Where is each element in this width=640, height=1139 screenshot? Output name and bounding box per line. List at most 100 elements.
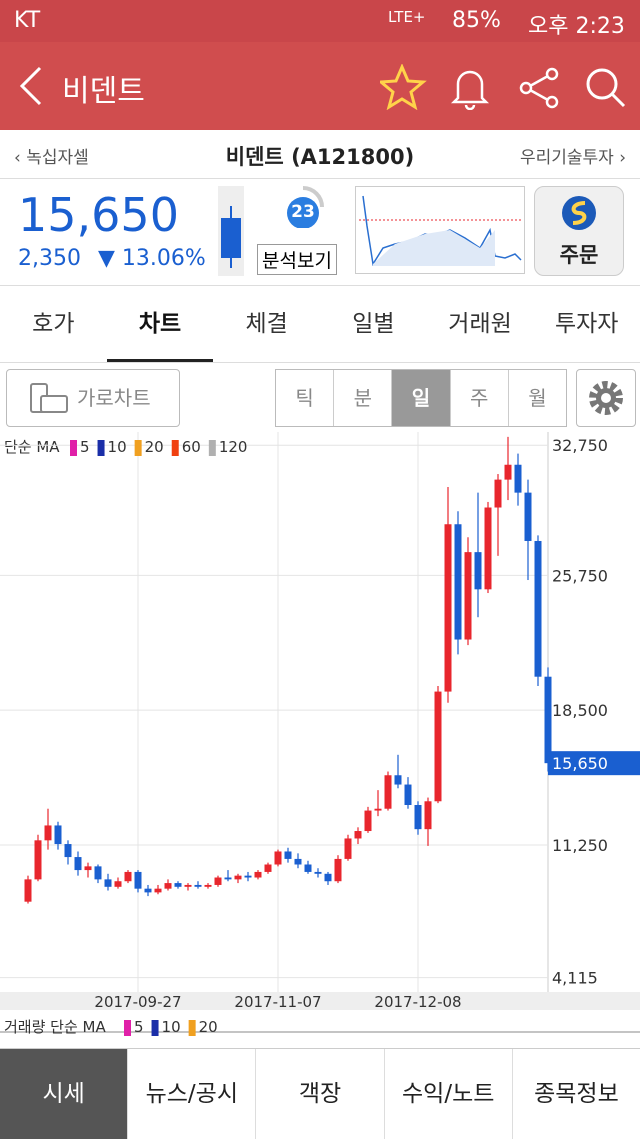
candle-body bbox=[104, 879, 112, 887]
x-tick-label: 2017-09-27 bbox=[94, 993, 181, 1011]
landscape-label: 가로차트 bbox=[77, 386, 151, 410]
bottom-tab[interactable]: 수익/노트 bbox=[383, 1049, 512, 1139]
period-button[interactable]: 분 bbox=[333, 370, 391, 426]
y-tick-label: 32,750 bbox=[552, 436, 608, 455]
volume-ma-swatch bbox=[151, 1020, 159, 1036]
nav-title: 비덴트 bbox=[62, 74, 145, 109]
bottom-tab[interactable]: 뉴스/공시 bbox=[127, 1049, 255, 1139]
x-tick-label: 2017-11-07 bbox=[234, 993, 321, 1011]
bottom-tab[interactable]: 시세 bbox=[0, 1049, 128, 1139]
candle-body bbox=[164, 883, 172, 889]
chart-bg bbox=[0, 432, 640, 1048]
battery: 85% bbox=[452, 8, 501, 33]
ma-label: 단순 MA bbox=[4, 438, 60, 456]
candle-body bbox=[324, 873, 332, 882]
candle-body bbox=[194, 884, 202, 887]
tab[interactable]: 일별 bbox=[352, 311, 395, 337]
candle-body bbox=[384, 775, 392, 809]
quote-panel: 15,650 2,350 ▼ 13.06% 23 분석보기 주문 bbox=[0, 178, 640, 285]
next-name: 우리기술투자 bbox=[519, 148, 614, 168]
ma-swatch bbox=[70, 440, 77, 456]
candle-body bbox=[284, 851, 292, 859]
candle-body bbox=[454, 524, 462, 640]
tab[interactable]: 차트 bbox=[107, 286, 214, 362]
candle-body bbox=[224, 877, 232, 880]
favorite[interactable] bbox=[380, 64, 427, 110]
y-tick-label: 18,500 bbox=[552, 701, 608, 720]
candle-body bbox=[274, 851, 282, 865]
bottom-tab[interactable]: 종목정보 bbox=[511, 1049, 640, 1139]
next-stock[interactable]: 우리기술투자 › bbox=[519, 148, 626, 168]
candle-body bbox=[394, 775, 402, 785]
candle-body bbox=[94, 866, 102, 880]
ma-swatch bbox=[208, 440, 216, 456]
tab[interactable]: 거래원 bbox=[448, 311, 512, 337]
candle-body bbox=[74, 857, 82, 871]
candle-body bbox=[304, 864, 312, 872]
candle-body bbox=[184, 884, 192, 887]
candle-body bbox=[424, 801, 432, 830]
candle-body bbox=[524, 492, 532, 541]
alert[interactable] bbox=[450, 70, 490, 110]
ma-period: 10 bbox=[108, 438, 127, 456]
volume-ma-swatch bbox=[124, 1020, 131, 1036]
period-button[interactable]: 틱 bbox=[295, 386, 314, 410]
candle-body bbox=[484, 507, 492, 590]
ma-period: 5 bbox=[80, 438, 90, 456]
chart: 단순 MA 4,115 11,250 18,500 25,750 32,750 2017-… bbox=[0, 432, 640, 1048]
candle-body bbox=[354, 831, 362, 839]
bottom-tab[interactable]: 객장 bbox=[255, 1049, 383, 1139]
share[interactable] bbox=[519, 67, 559, 109]
candle-body bbox=[44, 825, 52, 841]
tab[interactable]: 투자자 bbox=[554, 311, 619, 337]
candle-body bbox=[444, 524, 452, 692]
y-tick-label: 11,250 bbox=[552, 836, 608, 855]
landscape-button[interactable]: 가로차트 bbox=[6, 369, 180, 427]
candle-body bbox=[134, 871, 142, 889]
candle-body bbox=[414, 805, 422, 830]
y-tick-label: 4,115 bbox=[552, 969, 598, 988]
ma-period: 120 bbox=[219, 438, 248, 456]
volume-ma-period: 10 bbox=[162, 1018, 181, 1036]
carrier: KT bbox=[14, 8, 41, 33]
prev-stock[interactable]: ‹ 녹십자셀 bbox=[14, 148, 89, 168]
settings-button[interactable] bbox=[576, 369, 636, 427]
network: LTE+ bbox=[388, 8, 426, 26]
landscape-icon bbox=[30, 383, 68, 413]
period-button[interactable]: 월 bbox=[507, 370, 566, 426]
day-candle-icon bbox=[218, 186, 244, 276]
candle-body bbox=[174, 883, 182, 887]
volume-ma-period: 20 bbox=[199, 1018, 218, 1036]
analysis-button[interactable]: 분석보기 bbox=[257, 244, 337, 275]
candle-body bbox=[84, 866, 92, 871]
candle-body bbox=[494, 479, 502, 508]
candle-body bbox=[514, 464, 522, 493]
analysis-badge[interactable] bbox=[282, 186, 324, 228]
candle-body bbox=[314, 871, 322, 874]
analysis-count: 23 bbox=[291, 202, 315, 222]
candle-body bbox=[124, 871, 132, 882]
nav-icons bbox=[380, 64, 626, 110]
candle-body bbox=[234, 875, 242, 880]
tab[interactable]: 호가 bbox=[32, 311, 75, 337]
ma-period: 20 bbox=[145, 438, 164, 456]
candle-body bbox=[114, 881, 122, 887]
candle-body bbox=[364, 810, 372, 832]
volume-ma-period: 5 bbox=[134, 1018, 144, 1036]
candle-body bbox=[264, 864, 272, 872]
tab[interactable]: 체결 bbox=[245, 311, 288, 337]
order-button[interactable]: 주문 bbox=[534, 186, 624, 276]
time: 오후 2:23 bbox=[528, 14, 625, 39]
search[interactable] bbox=[586, 68, 626, 108]
candle-body bbox=[334, 858, 342, 882]
change: 2,350 bbox=[18, 246, 81, 271]
period-button[interactable]: 일 bbox=[391, 370, 450, 426]
volume-ma-swatch bbox=[188, 1020, 196, 1036]
nav-bar: 비덴트 bbox=[0, 42, 640, 130]
candle-body bbox=[54, 825, 62, 845]
back-button[interactable] bbox=[16, 64, 46, 108]
candle-body bbox=[204, 884, 212, 887]
period-button[interactable]: 주 bbox=[449, 370, 508, 426]
